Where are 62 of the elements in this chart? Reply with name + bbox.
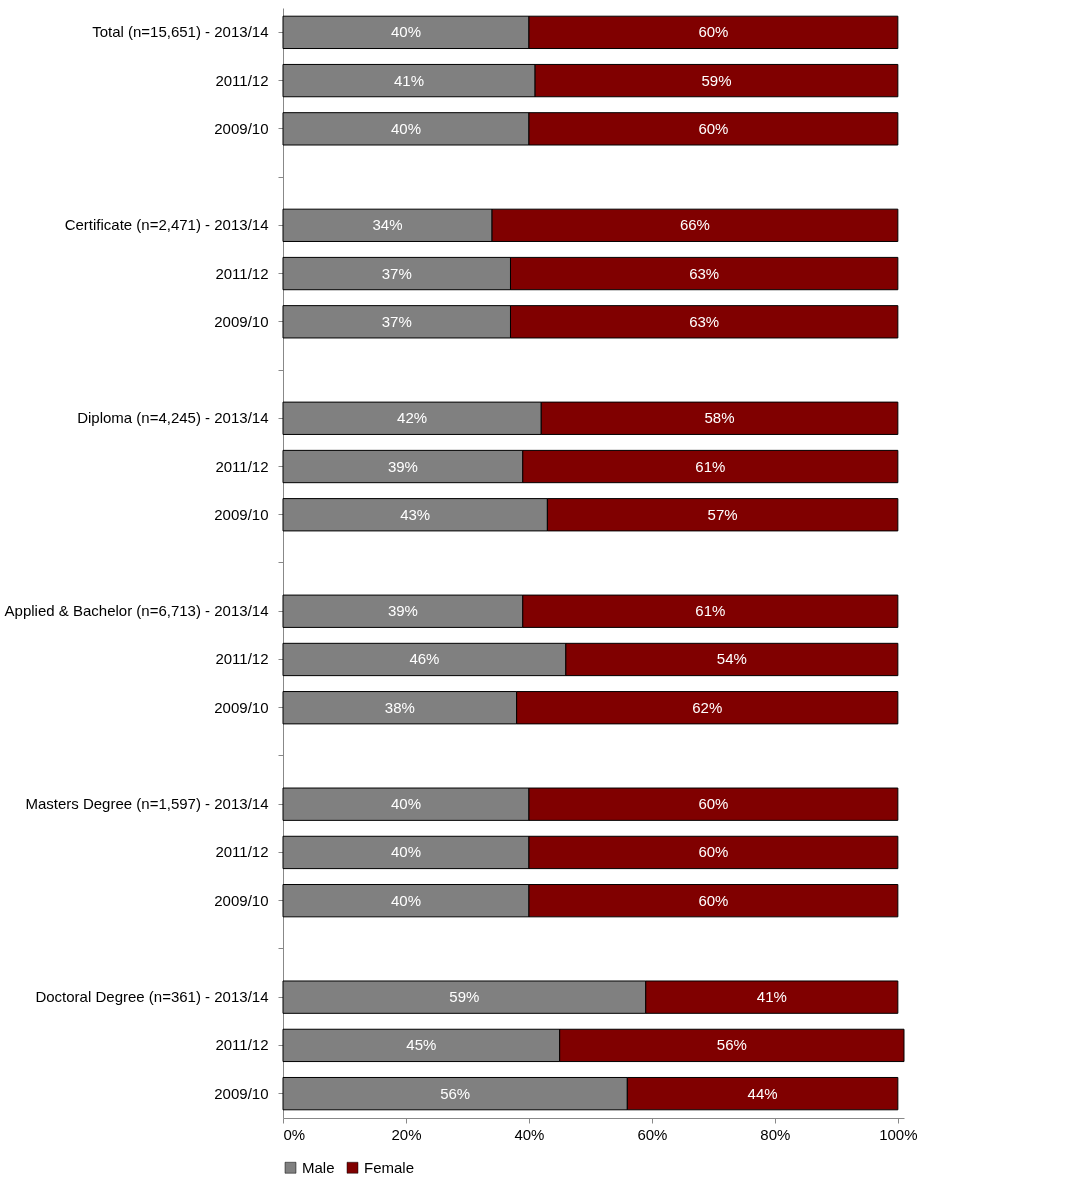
y-tick-label: 2011/12 bbox=[215, 457, 269, 475]
y-tick-label: Applied & Bachelor (n=6,713) - 2013/14 bbox=[4, 602, 269, 620]
y-tick-label: 2011/12 bbox=[215, 650, 269, 668]
data-label: 61% bbox=[695, 457, 726, 475]
y-tick-label: 2011/12 bbox=[215, 71, 269, 89]
data-label: 66% bbox=[679, 216, 710, 234]
y-tick-label: 2009/10 bbox=[214, 891, 269, 909]
data-label: 41% bbox=[394, 71, 425, 89]
y-tick-label: 2011/12 bbox=[215, 264, 269, 282]
x-tick-label: 60% bbox=[637, 1125, 668, 1143]
data-label: 58% bbox=[704, 409, 735, 427]
data-label: 37% bbox=[381, 264, 412, 282]
data-label: 40% bbox=[390, 795, 421, 813]
y-tick-label: Diploma (n=4,245) - 2013/14 bbox=[77, 409, 269, 427]
x-tick-label: 100% bbox=[879, 1125, 918, 1143]
data-label: 44% bbox=[747, 1084, 778, 1102]
data-label: 63% bbox=[689, 312, 720, 330]
legend-label: Male bbox=[302, 1158, 335, 1176]
data-label: 63% bbox=[689, 264, 720, 282]
y-tick-label: 2009/10 bbox=[214, 119, 269, 137]
data-label: 60% bbox=[698, 23, 729, 41]
data-label: 60% bbox=[698, 891, 729, 909]
data-label: 59% bbox=[449, 988, 480, 1006]
y-tick-label: Masters Degree (n=1,597) - 2013/14 bbox=[25, 795, 269, 813]
data-label: 56% bbox=[716, 1036, 747, 1054]
y-tick-label: 2009/10 bbox=[214, 698, 269, 716]
data-label: 57% bbox=[707, 505, 738, 523]
data-label: 60% bbox=[698, 795, 729, 813]
y-tick-label: 2011/12 bbox=[215, 1036, 269, 1054]
data-label: 37% bbox=[381, 312, 412, 330]
data-label: 62% bbox=[692, 698, 723, 716]
data-label: 39% bbox=[387, 457, 418, 475]
y-tick-label: Total (n=15,651) - 2013/14 bbox=[92, 23, 269, 41]
data-label: 59% bbox=[701, 71, 732, 89]
data-label: 56% bbox=[440, 1084, 471, 1102]
y-tick-label: Doctoral Degree (n=361) - 2013/14 bbox=[35, 988, 269, 1006]
data-label: 54% bbox=[716, 650, 747, 668]
data-label: 40% bbox=[390, 119, 421, 137]
x-tick-label: 40% bbox=[514, 1125, 545, 1143]
y-tick-label: Certificate (n=2,471) - 2013/14 bbox=[64, 216, 269, 234]
data-label: 60% bbox=[698, 843, 729, 861]
data-label: 60% bbox=[698, 119, 729, 137]
data-label: 42% bbox=[397, 409, 428, 427]
data-label: 46% bbox=[409, 650, 440, 668]
legend-label: Female bbox=[364, 1158, 415, 1176]
data-label: 39% bbox=[387, 602, 418, 620]
data-label: 34% bbox=[372, 216, 403, 234]
y-tick-label: 2009/10 bbox=[214, 505, 269, 523]
data-label: 61% bbox=[695, 602, 726, 620]
data-label: 38% bbox=[384, 698, 415, 716]
data-label: 41% bbox=[756, 988, 787, 1006]
y-tick-label: 2011/12 bbox=[215, 843, 269, 861]
y-tick-label: 2009/10 bbox=[214, 1084, 269, 1102]
x-tick-label: 20% bbox=[391, 1125, 422, 1143]
data-label: 43% bbox=[400, 505, 431, 523]
data-label: 40% bbox=[390, 23, 421, 41]
data-label: 40% bbox=[390, 843, 421, 861]
data-label: 40% bbox=[390, 891, 421, 909]
y-tick-label: 2009/10 bbox=[214, 312, 269, 330]
x-tick-label: 80% bbox=[760, 1125, 791, 1143]
x-tick-label: 0% bbox=[283, 1125, 306, 1143]
data-label: 45% bbox=[406, 1036, 437, 1054]
